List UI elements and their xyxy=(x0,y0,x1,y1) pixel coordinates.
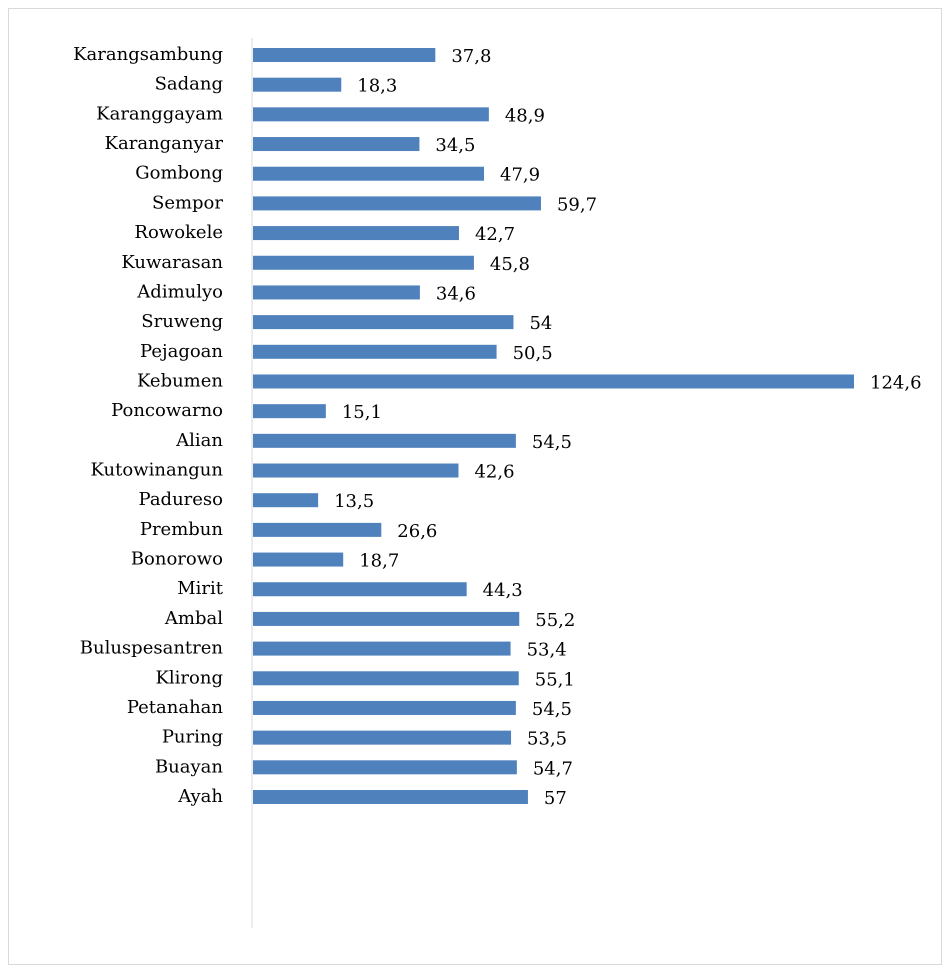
bar xyxy=(253,552,344,567)
value-label: 42,6 xyxy=(474,462,514,483)
category-label: Gombong xyxy=(135,163,223,184)
value-label: 18,7 xyxy=(359,551,399,572)
value-label: 18,3 xyxy=(357,76,397,97)
value-label: 34,5 xyxy=(435,135,475,156)
value-label: 47,9 xyxy=(500,165,540,186)
bar xyxy=(253,522,382,537)
category-label: Ayah xyxy=(177,786,223,807)
category-label: Buayan xyxy=(155,756,223,777)
value-label: 55,1 xyxy=(535,669,575,690)
value-label: 54,5 xyxy=(532,432,572,453)
bar xyxy=(253,760,517,775)
category-label: Padureso xyxy=(139,489,223,510)
bar xyxy=(253,226,459,241)
category-label: Petanahan xyxy=(127,697,224,718)
value-label: 54,5 xyxy=(532,699,572,720)
bar xyxy=(253,137,420,152)
category-label: Karanganyar xyxy=(105,133,224,154)
bar xyxy=(253,48,436,62)
bar xyxy=(253,315,514,330)
category-label: Kebumen xyxy=(137,370,223,391)
bar xyxy=(253,611,520,626)
bar xyxy=(253,344,497,359)
bar xyxy=(253,196,541,211)
category-label: Puring xyxy=(162,727,223,748)
bar xyxy=(253,285,420,300)
category-label: Karangsambung xyxy=(73,44,223,65)
bar xyxy=(253,255,474,270)
category-label: Pejagoan xyxy=(140,341,223,362)
value-label: 124,6 xyxy=(870,372,922,393)
value-label: 44,3 xyxy=(483,580,523,601)
bar xyxy=(253,433,516,448)
category-label: Karanggayam xyxy=(96,103,223,124)
value-label: 53,4 xyxy=(527,640,567,661)
category-label: Poncowarno xyxy=(111,400,223,421)
bar xyxy=(253,671,519,686)
bar xyxy=(253,374,854,389)
category-label: Buluspesantren xyxy=(80,638,224,659)
bar xyxy=(253,641,511,656)
category-label: Mirit xyxy=(177,578,224,599)
bar xyxy=(253,166,485,181)
value-label: 50,5 xyxy=(513,343,553,364)
category-label: Kutowinangun xyxy=(90,460,223,481)
value-label: 37,8 xyxy=(451,46,491,67)
category-label: Bonorowo xyxy=(131,549,223,570)
value-label: 15,1 xyxy=(342,402,382,423)
value-label: 53,5 xyxy=(527,729,567,750)
category-label: Kuwarasan xyxy=(121,252,223,273)
value-label: 54,7 xyxy=(533,758,573,779)
value-label: 13,5 xyxy=(334,491,374,512)
category-label: Adimulyo xyxy=(136,281,223,302)
category-label: Prembun xyxy=(140,519,224,540)
category-label: Sruweng xyxy=(141,311,223,332)
value-label: 54 xyxy=(529,313,552,334)
bar xyxy=(253,790,528,804)
bar xyxy=(253,582,467,597)
bar xyxy=(253,463,459,478)
bar xyxy=(253,404,326,419)
category-label: Ambal xyxy=(164,608,223,629)
value-label: 26,6 xyxy=(397,521,437,542)
category-label: Sadang xyxy=(155,74,223,95)
bar xyxy=(253,77,342,92)
bar xyxy=(253,700,516,715)
category-label: Rowokele xyxy=(134,222,223,243)
category-label: Klirong xyxy=(155,667,223,688)
value-label: 42,7 xyxy=(475,224,515,245)
value-label: 48,9 xyxy=(505,105,545,126)
category-label: Sempor xyxy=(152,192,223,213)
value-label: 34,6 xyxy=(436,283,476,304)
bar xyxy=(253,493,319,508)
bar xyxy=(253,107,489,122)
category-label: Alian xyxy=(175,430,223,451)
bar xyxy=(253,730,512,745)
value-label: 55,2 xyxy=(535,610,575,631)
value-label: 45,8 xyxy=(490,254,530,275)
value-label: 59,7 xyxy=(557,194,597,215)
value-label: 57 xyxy=(544,788,567,809)
